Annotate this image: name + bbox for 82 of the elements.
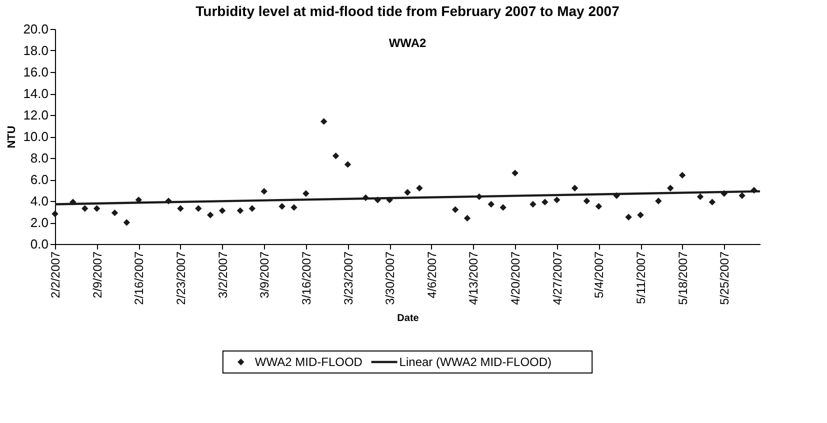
point bbox=[374, 196, 381, 204]
point bbox=[206, 212, 214, 218]
chart-title: Turbidity level at mid-flood tide from February 2007 to May 2007 bbox=[196, 3, 620, 19]
x-tick-label: 5/18/2007 bbox=[676, 251, 690, 305]
point bbox=[530, 200, 536, 208]
legend-label: Linear (WWA2 MID-FLOOD) bbox=[399, 355, 552, 369]
x-tick-label: 5/11/2007 bbox=[634, 251, 648, 304]
point bbox=[678, 172, 686, 179]
point bbox=[500, 204, 506, 211]
point bbox=[488, 200, 494, 208]
x-tick-label: 3/2/2007 bbox=[216, 251, 230, 298]
point bbox=[320, 118, 328, 125]
x-tick-label: 2/16/2007 bbox=[132, 251, 146, 305]
y-tick-label: 4.0 bbox=[30, 194, 48, 208]
y-axis-title: NTU bbox=[6, 126, 18, 148]
point bbox=[404, 189, 411, 196]
x-tick-label: 2/23/2007 bbox=[174, 251, 188, 305]
point bbox=[452, 206, 459, 213]
point bbox=[177, 205, 184, 212]
legend-label: WWA2 MID-FLOOD bbox=[254, 355, 363, 369]
x-tick-label: 3/16/2007 bbox=[299, 251, 314, 305]
x-tick-label: 3/30/2007 bbox=[383, 251, 398, 305]
point bbox=[93, 205, 100, 212]
y-tick-label: 8.0 bbox=[30, 150, 48, 166]
x-tick-label: 4/13/2007 bbox=[466, 251, 481, 305]
point bbox=[720, 190, 728, 197]
x-axis-title: Date bbox=[397, 312, 420, 324]
point bbox=[236, 207, 244, 214]
x-tick-label: 5/4/2007 bbox=[592, 251, 606, 298]
point bbox=[248, 205, 256, 212]
point bbox=[416, 184, 423, 192]
point bbox=[195, 205, 202, 212]
point bbox=[583, 198, 590, 204]
point bbox=[554, 196, 560, 204]
x-tick-label: 4/6/2007 bbox=[424, 251, 439, 298]
point bbox=[625, 214, 632, 220]
point bbox=[111, 209, 118, 216]
point bbox=[165, 198, 172, 204]
point bbox=[362, 194, 370, 202]
y-tick-label: 2.0 bbox=[30, 215, 48, 230]
y-tick-label: 12.0 bbox=[23, 108, 48, 122]
point bbox=[82, 205, 88, 212]
point bbox=[344, 161, 352, 168]
y-tick-label: 20.0 bbox=[23, 22, 48, 36]
point bbox=[655, 198, 662, 204]
point bbox=[290, 204, 298, 211]
point bbox=[260, 188, 268, 195]
point bbox=[512, 170, 518, 176]
x-tick-label: 3/23/2007 bbox=[341, 251, 356, 305]
x-tick-label: 5/25/2007 bbox=[718, 251, 732, 305]
point bbox=[476, 193, 483, 200]
point bbox=[123, 219, 130, 226]
point bbox=[302, 190, 310, 197]
x-tick-label: 2/2/2007 bbox=[48, 251, 62, 298]
point bbox=[750, 186, 758, 194]
x-tick-label: 2/9/2007 bbox=[90, 251, 104, 298]
y-tick-label: 10.0 bbox=[23, 129, 48, 144]
point bbox=[464, 214, 471, 222]
point bbox=[70, 198, 76, 206]
point bbox=[571, 184, 578, 192]
point bbox=[332, 152, 340, 160]
point bbox=[278, 203, 286, 210]
x-tick-label: 3/9/2007 bbox=[258, 251, 272, 298]
point bbox=[738, 192, 746, 199]
y-tick-label: 6.0 bbox=[30, 172, 48, 187]
point bbox=[542, 198, 548, 206]
annotation: WWA2 bbox=[388, 36, 426, 50]
point bbox=[595, 203, 602, 210]
y-tick-label: 0.0 bbox=[30, 236, 48, 252]
point bbox=[637, 212, 644, 218]
point bbox=[218, 207, 226, 214]
point bbox=[708, 198, 716, 206]
x-tick-label: 4/27/2007 bbox=[550, 251, 564, 305]
point bbox=[613, 192, 620, 199]
x-tick-label: 4/20/2007 bbox=[508, 251, 523, 305]
point bbox=[52, 210, 58, 218]
y-tick-label: 16.0 bbox=[23, 64, 48, 80]
point bbox=[696, 193, 704, 200]
point bbox=[386, 196, 393, 204]
y-tick-label: 14.0 bbox=[23, 86, 48, 101]
point bbox=[667, 184, 674, 192]
y-tick-label: 18.0 bbox=[23, 43, 48, 58]
